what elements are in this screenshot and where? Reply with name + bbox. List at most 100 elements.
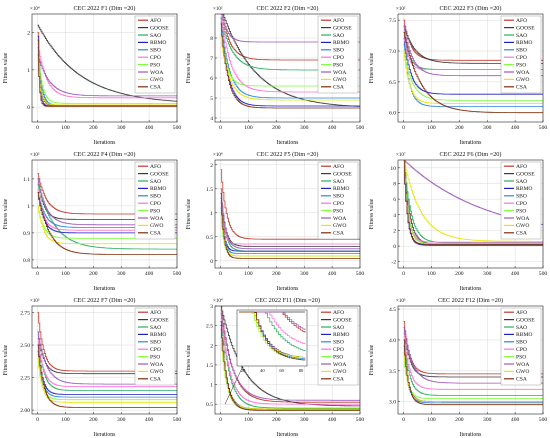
legend-label-csa: CSA bbox=[150, 377, 161, 383]
x-tick-label: 100 bbox=[427, 417, 436, 423]
series-line-sbo bbox=[37, 351, 177, 398]
y-tick-label: 1 bbox=[27, 68, 30, 74]
series-line-woa bbox=[220, 309, 360, 401]
x-tick-label: 300 bbox=[300, 125, 309, 131]
legend-label-csa: CSA bbox=[333, 377, 344, 383]
series-line-gwo bbox=[37, 58, 177, 106]
series-line-csa bbox=[220, 193, 360, 259]
x-tick-label: 0 bbox=[402, 417, 405, 423]
legend-box bbox=[134, 161, 176, 240]
plot-frame bbox=[214, 305, 361, 415]
y-tick-label: 1 bbox=[210, 211, 213, 217]
legend-label-sao: SAO bbox=[333, 179, 344, 185]
axis-multiplier: ×10² bbox=[396, 6, 406, 12]
y-tick-label: 2.50 bbox=[20, 343, 30, 349]
x-tick-label: 200 bbox=[455, 417, 464, 423]
axis-multiplier: ×10⁴ bbox=[30, 6, 40, 12]
chart-panel-4: CEC 2022 F4 (Dim =20) ×10³ 0 100 200 300 400 50… bbox=[3, 151, 181, 292]
legend-label-csa: CSA bbox=[150, 85, 161, 91]
legend-label-afo: AFO bbox=[516, 310, 527, 316]
inset-series-csa bbox=[239, 311, 306, 361]
plot-frame bbox=[31, 159, 178, 269]
y-tick-label: 1 bbox=[210, 383, 213, 389]
x-tick-label: 500 bbox=[173, 417, 182, 423]
legend-label-sbo: SBO bbox=[333, 194, 344, 200]
series-line-csa bbox=[37, 39, 177, 107]
chart-panel-2: CEC 2022 F2 (Dim =20) ×10² 0 100 200 300 400 50… bbox=[186, 5, 364, 146]
legend-label-sao: SAO bbox=[150, 325, 161, 331]
series-line-gwo bbox=[403, 50, 543, 104]
legend-label-pso: PSO bbox=[333, 208, 343, 214]
legend-label-csa: CSA bbox=[333, 231, 344, 237]
legend-box bbox=[317, 161, 359, 240]
series-line-csa bbox=[403, 339, 543, 406]
series-line-gwo bbox=[37, 357, 177, 403]
y-axis-label: Fitness value bbox=[3, 344, 9, 375]
series-line-pso bbox=[403, 50, 543, 101]
legend-label-pso: PSO bbox=[333, 354, 343, 360]
legend-label-gwo: GWO bbox=[516, 223, 529, 229]
y-tick-label: 0.5 bbox=[206, 402, 213, 408]
legend-label-sao: SAO bbox=[333, 325, 344, 331]
legend-label-cpo: CPO bbox=[516, 347, 527, 353]
series-line-gwo bbox=[220, 202, 360, 257]
y-tick-label: 2 bbox=[393, 228, 396, 234]
x-axis-label: Iterations bbox=[94, 432, 117, 438]
legend-box bbox=[134, 15, 176, 94]
x-axis-label: Iterations bbox=[277, 286, 300, 292]
inset-x-tick-label: 20 bbox=[241, 368, 246, 373]
x-axis-label: Iterations bbox=[460, 432, 483, 438]
chart-panel-7: CEC 2022 F7 (Dim =20) ×10³ 0 100 200 300 400 50… bbox=[3, 297, 181, 438]
legend-label-goose: GOOSE bbox=[150, 171, 169, 177]
x-tick-label: 0 bbox=[36, 271, 39, 277]
x-tick-label: 100 bbox=[244, 125, 253, 131]
series-line-rbmo bbox=[403, 38, 543, 95]
axis-multiplier: ×10² bbox=[213, 6, 223, 12]
y-tick-label: 10 bbox=[390, 166, 396, 172]
chart-title: CEC 2022 F6 (Dim =20) bbox=[440, 151, 502, 158]
legend-label-rbmo: RBMO bbox=[516, 186, 532, 192]
legend-label-goose: GOOSE bbox=[516, 317, 535, 323]
legend-label-woa: WOA bbox=[150, 70, 163, 76]
plot-frame bbox=[397, 13, 544, 123]
series-line-csa bbox=[220, 23, 360, 109]
legend-label-rbmo: RBMO bbox=[150, 332, 166, 338]
y-tick-label: 3.5 bbox=[389, 369, 396, 375]
legend-label-afo: AFO bbox=[333, 310, 344, 316]
y-tick-label: 6 bbox=[210, 76, 213, 82]
legend-label-sbo: SBO bbox=[333, 340, 344, 346]
x-tick-label: 300 bbox=[483, 271, 492, 277]
legend-label-sbo: SBO bbox=[333, 48, 344, 54]
legend-label-woa: WOA bbox=[516, 70, 529, 76]
x-tick-label: 0 bbox=[36, 125, 39, 131]
y-tick-label: 7.0 bbox=[389, 49, 396, 55]
inset-pointer bbox=[224, 365, 244, 405]
plot-frame bbox=[31, 305, 178, 415]
y-axis-label: Fitness value bbox=[369, 52, 375, 83]
legend-label-cpo: CPO bbox=[150, 201, 161, 207]
x-tick-label: 500 bbox=[539, 271, 548, 277]
x-tick-label: 400 bbox=[511, 271, 520, 277]
y-axis-label: Fitness value bbox=[3, 52, 9, 83]
y-tick-label: 2 bbox=[27, 31, 30, 37]
legend-label-sao: SAO bbox=[516, 325, 527, 331]
y-tick-label: -2 bbox=[391, 260, 396, 266]
x-tick-label: 500 bbox=[539, 417, 548, 423]
x-tick-label: 200 bbox=[89, 125, 98, 131]
series-group bbox=[403, 160, 543, 246]
x-tick-label: 300 bbox=[117, 271, 126, 277]
y-tick-label: 5 bbox=[210, 96, 213, 102]
y-axis-label: Fitness value bbox=[186, 52, 192, 83]
legend-box bbox=[317, 307, 359, 386]
x-tick-label: 300 bbox=[300, 417, 309, 423]
legend-label-sbo: SBO bbox=[150, 48, 161, 54]
legend-label-gwo: GWO bbox=[516, 77, 529, 83]
legend-label-woa: WOA bbox=[150, 216, 163, 222]
legend-box bbox=[500, 15, 542, 94]
legend-label-pso: PSO bbox=[516, 208, 526, 214]
x-axis-label: Iterations bbox=[94, 286, 117, 292]
legend-label-afo: AFO bbox=[150, 164, 161, 170]
x-axis-label: Iterations bbox=[94, 140, 117, 146]
chart-title: CEC 2022 F1 (Dim =20) bbox=[74, 5, 136, 12]
